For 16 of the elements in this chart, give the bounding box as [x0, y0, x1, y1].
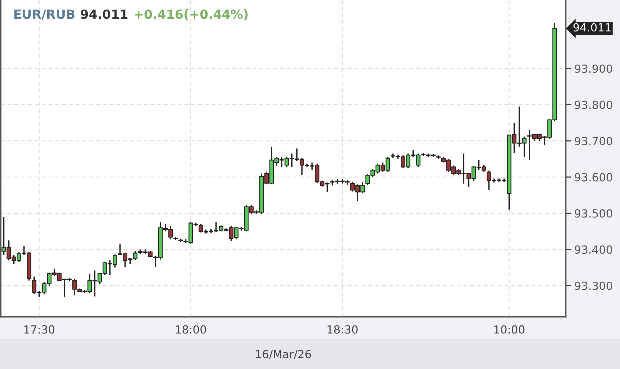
y-tick-label: 93.600: [575, 173, 612, 182]
y-tick-label: 93.300: [575, 282, 612, 290]
text: 94.011: [574, 23, 611, 32]
x-axis-title: 16/Mar/26: [256, 350, 312, 360]
y-tick-label: 93.900: [575, 64, 612, 74]
y-tick-label: 93.500: [575, 209, 612, 218]
text: 94.011: [80, 10, 128, 20]
x-tick-label: 18:00: [176, 326, 206, 334]
y-tick-label: 93.400: [575, 246, 612, 254]
x-tick-label: 17:30: [24, 326, 55, 334]
text: EUR/RUB: [14, 10, 75, 20]
y-tick-label: 93.700: [575, 137, 612, 146]
y-tick-label: 93.800: [575, 100, 612, 110]
x-tick-label: 10:00: [494, 326, 525, 334]
annotation: +0.416(+0.44%): [135, 10, 248, 21]
x-tick-label: 18:30: [328, 326, 358, 334]
